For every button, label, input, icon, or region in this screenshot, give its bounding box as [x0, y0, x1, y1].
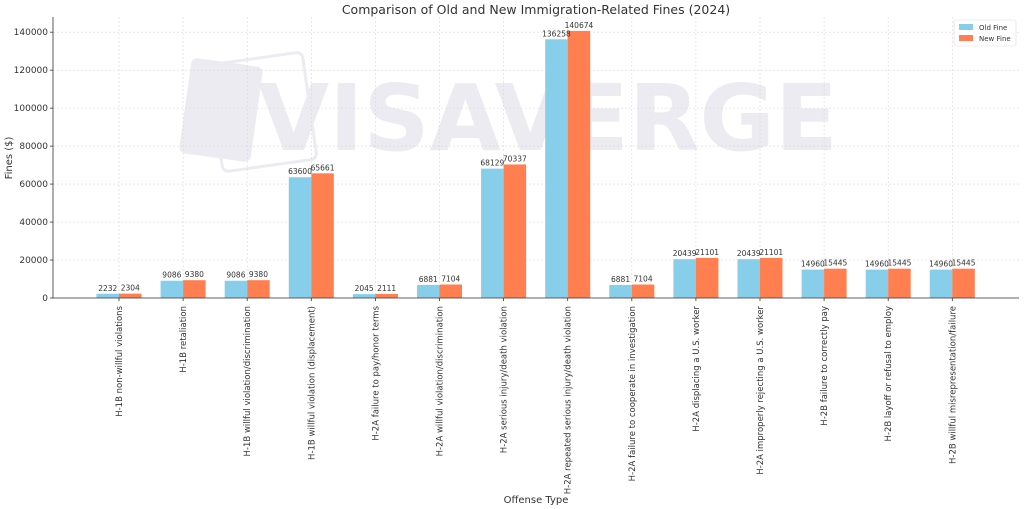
x-tick-label: H-1B willful violation (displacement): [307, 306, 317, 460]
bar-old-fine: [417, 284, 440, 298]
y-tick-label: 120000: [14, 66, 49, 76]
bar-new-fine: [439, 284, 462, 298]
x-tick-label: H-2A repeated serious injury/death viola…: [564, 306, 574, 494]
x-tick-label: H-2B failure to correctly pay: [820, 306, 830, 426]
bar-old-fine: [609, 284, 632, 298]
data-label: 15445: [952, 259, 976, 268]
data-label: 9380: [185, 270, 204, 279]
data-label: 21101: [695, 248, 719, 257]
y-axis-label: Fines ($): [4, 136, 15, 179]
y-tick-label: 20000: [19, 256, 48, 266]
bar-new-fine: [247, 280, 270, 298]
bar-new-fine: [375, 293, 398, 298]
bar-old-fine: [160, 280, 184, 298]
x-tick-label: H-2A failure to pay/honor terms: [371, 305, 381, 440]
bar-new-fine: [760, 257, 783, 298]
bar-new-fine: [952, 268, 975, 298]
legend-swatch-new: [959, 35, 973, 41]
x-axis-ticks: H-1B non-willful violations H-1B retaliat…: [115, 298, 958, 494]
x-tick-label: H-2B layoff or refusal to employ: [884, 306, 894, 442]
data-label: 65661: [311, 163, 335, 172]
bar-old-fine: [352, 294, 376, 298]
bar-old-fine: [737, 259, 760, 298]
y-tick-label: 60000: [19, 180, 48, 190]
bar-new-fine: [631, 284, 655, 298]
x-tick-label: H-2B willful misrepresentation/failure: [948, 306, 958, 464]
data-label: 14960: [929, 260, 953, 269]
bar-new-fine: [503, 164, 527, 298]
data-label: 2232: [98, 284, 117, 293]
x-tick-label: H-1B retaliation: [179, 306, 189, 373]
data-label: 9380: [249, 270, 268, 279]
data-label: 6881: [611, 275, 630, 284]
bar-new-fine: [567, 30, 591, 299]
bar-new-fine: [888, 268, 911, 298]
data-label: 14960: [865, 260, 889, 269]
legend-swatch-old: [959, 24, 973, 30]
data-label: 20439: [673, 249, 697, 258]
x-axis-label: Offense Type: [504, 495, 569, 506]
y-tick-label: 100000: [14, 104, 49, 114]
x-tick-label: H-2A improperly rejecting a U.S. worker: [756, 305, 766, 474]
y-tick-label: 0: [42, 294, 48, 304]
x-tick-label: H-2A serious injury/death violation: [500, 306, 510, 453]
legend-label-new: New Fine: [979, 35, 1011, 43]
bars: [96, 30, 975, 299]
data-label: 70337: [503, 154, 527, 163]
x-tick-label: H-1B willful violation/discrimination: [243, 306, 253, 456]
bar-old-fine: [801, 269, 825, 298]
data-label: 14960: [801, 260, 825, 269]
data-label: 6881: [419, 275, 438, 284]
bar-old-fine: [545, 39, 568, 298]
data-label: 15445: [888, 259, 912, 268]
data-label: 63600: [288, 167, 312, 176]
y-tick-label: 80000: [19, 142, 48, 152]
bar-old-fine: [673, 259, 696, 298]
bar-old-fine: [481, 168, 504, 298]
data-label: 68129: [480, 159, 504, 168]
data-label: 2304: [121, 284, 140, 293]
bar-old-fine: [224, 280, 248, 298]
x-tick-label: H-2A willful violation/discrimination: [436, 306, 446, 456]
bar-new-fine: [183, 280, 206, 298]
x-tick-label: H-1B non-willful violations: [115, 305, 125, 416]
data-label: 20439: [737, 249, 761, 258]
data-label: 21101: [759, 248, 783, 257]
bar-old-fine: [929, 269, 953, 298]
data-label: 7104: [634, 275, 653, 284]
data-label: 7104: [441, 275, 460, 284]
bar-old-fine: [288, 177, 312, 298]
data-label: 9086: [162, 271, 181, 280]
y-tick-label: 40000: [19, 218, 48, 228]
bar-new-fine: [119, 293, 142, 298]
legend-label-old: Old Fine: [979, 24, 1007, 32]
bar-new-fine: [695, 257, 719, 298]
data-label: 136258: [542, 29, 571, 38]
x-tick-label: H-2A failure to cooperate in investigati…: [628, 306, 638, 481]
legend: Old Fine New Fine: [953, 19, 1017, 47]
bar-new-fine: [311, 173, 334, 298]
bar-old-fine: [865, 269, 889, 298]
data-label: 9086: [226, 271, 245, 280]
y-tick-label: 140000: [14, 28, 49, 38]
y-axis-ticks: 0 20000 40000 60000 80000 100000 120000 140000: [14, 28, 53, 304]
chart-title: Comparison of Old and New Immigration-Re…: [342, 2, 730, 17]
data-label: 15445: [823, 259, 847, 268]
data-label: 140674: [565, 21, 594, 30]
data-label: 2045: [355, 284, 374, 293]
bar-new-fine: [824, 268, 847, 298]
data-label: 2111: [377, 284, 396, 293]
x-tick-label: H-2A displacing a U.S. worker: [692, 306, 702, 432]
bar-old-fine: [96, 293, 119, 298]
